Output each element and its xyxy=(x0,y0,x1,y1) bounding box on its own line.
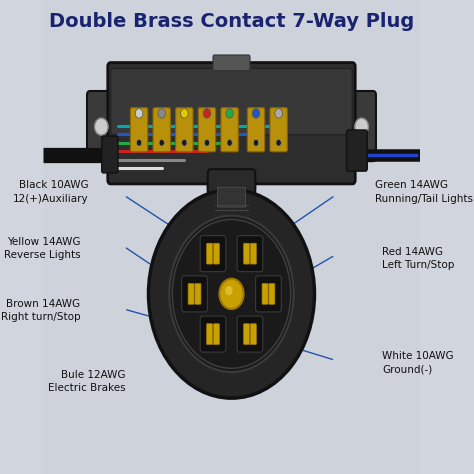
FancyBboxPatch shape xyxy=(207,324,213,345)
FancyBboxPatch shape xyxy=(250,324,256,345)
Text: Green 14AWG
Running/Tail Lights: Green 14AWG Running/Tail Lights xyxy=(375,181,473,203)
FancyBboxPatch shape xyxy=(221,108,238,152)
Circle shape xyxy=(148,190,314,398)
FancyBboxPatch shape xyxy=(188,283,194,304)
Circle shape xyxy=(254,139,259,146)
Text: Red 14AWG
Left Turn/Stop: Red 14AWG Left Turn/Stop xyxy=(383,247,455,270)
Circle shape xyxy=(227,139,232,146)
FancyBboxPatch shape xyxy=(346,130,367,171)
FancyBboxPatch shape xyxy=(200,316,226,352)
Circle shape xyxy=(135,109,143,118)
FancyBboxPatch shape xyxy=(208,169,255,217)
FancyBboxPatch shape xyxy=(347,91,376,161)
FancyBboxPatch shape xyxy=(200,236,226,272)
FancyBboxPatch shape xyxy=(207,175,255,191)
Circle shape xyxy=(219,279,244,309)
Circle shape xyxy=(182,139,187,146)
Circle shape xyxy=(137,139,142,146)
FancyBboxPatch shape xyxy=(218,187,246,207)
Circle shape xyxy=(169,216,294,372)
FancyBboxPatch shape xyxy=(262,283,268,304)
FancyBboxPatch shape xyxy=(237,316,263,352)
FancyBboxPatch shape xyxy=(269,283,275,304)
Circle shape xyxy=(275,109,283,118)
FancyBboxPatch shape xyxy=(43,0,420,474)
FancyBboxPatch shape xyxy=(198,108,216,152)
Circle shape xyxy=(181,109,188,118)
FancyBboxPatch shape xyxy=(255,276,281,312)
FancyBboxPatch shape xyxy=(176,108,193,152)
Circle shape xyxy=(158,109,165,118)
Circle shape xyxy=(276,139,281,146)
FancyBboxPatch shape xyxy=(195,283,201,304)
FancyBboxPatch shape xyxy=(244,243,250,264)
FancyBboxPatch shape xyxy=(213,324,219,345)
FancyBboxPatch shape xyxy=(213,55,250,71)
Circle shape xyxy=(95,118,108,135)
Circle shape xyxy=(355,118,368,135)
Text: Double Brass Contact 7-Way Plug: Double Brass Contact 7-Way Plug xyxy=(49,12,414,31)
FancyBboxPatch shape xyxy=(111,69,352,135)
Circle shape xyxy=(204,139,210,146)
Circle shape xyxy=(252,109,260,118)
Circle shape xyxy=(226,109,233,118)
Circle shape xyxy=(225,286,233,295)
Text: Bule 12AWG
Electric Brakes: Bule 12AWG Electric Brakes xyxy=(48,370,126,393)
FancyBboxPatch shape xyxy=(108,63,355,184)
FancyBboxPatch shape xyxy=(237,236,263,272)
FancyBboxPatch shape xyxy=(244,324,250,345)
FancyBboxPatch shape xyxy=(207,243,213,264)
FancyBboxPatch shape xyxy=(247,108,264,152)
Text: Yellow 14AWG
Reverse Lights: Yellow 14AWG Reverse Lights xyxy=(4,237,81,260)
FancyBboxPatch shape xyxy=(213,243,219,264)
Circle shape xyxy=(203,109,211,118)
Circle shape xyxy=(159,139,164,146)
FancyBboxPatch shape xyxy=(270,108,287,152)
FancyBboxPatch shape xyxy=(153,108,170,152)
FancyBboxPatch shape xyxy=(102,136,118,173)
Text: Black 10AWG
12(+)Auxiliary: Black 10AWG 12(+)Auxiliary xyxy=(12,181,88,203)
Text: Brown 14AWG
Right turn/Stop: Brown 14AWG Right turn/Stop xyxy=(1,299,81,322)
FancyBboxPatch shape xyxy=(130,108,148,152)
FancyBboxPatch shape xyxy=(182,276,207,312)
FancyBboxPatch shape xyxy=(250,243,256,264)
Text: White 10AWG
Ground(-): White 10AWG Ground(-) xyxy=(383,351,454,374)
FancyBboxPatch shape xyxy=(87,91,116,161)
